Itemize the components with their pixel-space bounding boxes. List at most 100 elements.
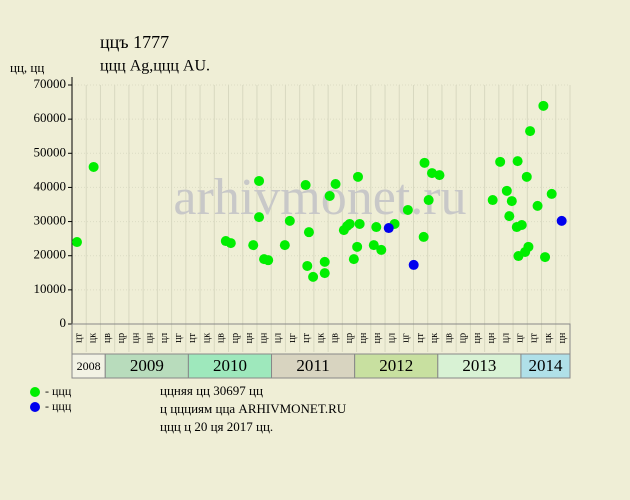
y-tick-label: 50000 <box>34 144 67 159</box>
point <box>546 188 557 199</box>
point <box>516 219 527 230</box>
x-minor-label: цр <box>344 333 355 343</box>
x-minor-label: цв <box>216 333 227 343</box>
legend-label: - ццц <box>45 399 72 413</box>
year-band <box>520 353 571 379</box>
x-tick-label: 2009 <box>130 356 164 375</box>
point <box>302 260 313 271</box>
point <box>279 240 290 251</box>
x-minor-label: цт <box>415 333 426 343</box>
x-minor-label: цк <box>315 333 326 343</box>
point <box>376 244 387 255</box>
point <box>344 218 355 229</box>
point <box>225 238 236 249</box>
point <box>540 252 551 263</box>
point <box>423 195 434 206</box>
x-minor-label: цн <box>145 332 156 343</box>
point <box>487 195 498 206</box>
point <box>538 100 549 111</box>
x-minor-label: цн <box>557 332 568 343</box>
x-minor-label: цк <box>543 333 554 343</box>
y-tick-label: 20000 <box>34 247 67 262</box>
x-minor-label: цр <box>230 333 241 343</box>
x-minor-label: цг <box>401 333 412 342</box>
year-band <box>187 353 273 379</box>
point <box>419 157 430 168</box>
year-band <box>354 353 439 379</box>
point <box>352 171 363 182</box>
x-minor-label: цв <box>102 333 113 343</box>
point <box>383 223 394 234</box>
point <box>521 171 532 182</box>
point <box>504 211 515 222</box>
x-minor-label: цт <box>529 333 540 343</box>
x-minor-label: цг <box>514 333 525 342</box>
point <box>308 271 319 282</box>
x-tick-label: 2012 <box>379 356 413 375</box>
x-minor-label: цт <box>301 333 312 343</box>
y-tick-label: 40000 <box>34 178 67 193</box>
point <box>263 255 274 266</box>
x-minor-label: цн <box>358 332 369 343</box>
point <box>495 156 506 167</box>
chart-subtitle: ццц Ag,ццц AU. <box>100 58 210 75</box>
x-minor-label: цл <box>500 333 511 343</box>
note: ццц ц 20 ця 2017 цц. <box>160 419 273 434</box>
point <box>512 156 523 167</box>
x-tick-label: 2014 <box>528 356 563 375</box>
x-minor-label: цг <box>173 333 184 342</box>
x-minor-label: цл <box>159 333 170 343</box>
y-tick-label: 70000 <box>34 76 67 91</box>
point <box>426 168 437 179</box>
point <box>408 259 419 270</box>
x-minor-label: цн <box>244 332 255 343</box>
x-minor-label: цн <box>472 332 483 343</box>
chart-title: ццъ 1777 <box>100 32 169 52</box>
point <box>402 204 413 215</box>
point <box>319 256 330 267</box>
point <box>300 180 311 191</box>
axis-frame <box>71 323 571 355</box>
year-band <box>271 353 356 379</box>
point <box>368 240 379 251</box>
note: ццняя цц 30697 цц <box>160 383 263 398</box>
x-minor-label: цр <box>458 333 469 343</box>
x-tick-label: 2008 <box>77 359 101 373</box>
x-minor-label: цв <box>443 333 454 343</box>
x-minor-label: цл <box>273 333 284 343</box>
x-minor-label: цн <box>486 332 497 343</box>
x-minor-label: цл <box>386 333 397 343</box>
point <box>330 179 341 190</box>
point <box>556 215 567 226</box>
point <box>71 237 82 248</box>
point <box>506 196 517 207</box>
x-minor-label: цк <box>201 333 212 343</box>
point <box>418 231 429 242</box>
x-minor-label: цг <box>287 333 298 342</box>
x-minor-label: цр <box>116 333 127 343</box>
point <box>248 240 259 251</box>
legend-marker <box>30 402 40 412</box>
y-axis-label: цц, цц <box>10 60 44 75</box>
watermark: arhivmonet.ru <box>173 169 466 226</box>
point <box>523 241 534 252</box>
x-minor-label: цн <box>258 332 269 343</box>
x-minor-label: цт <box>187 333 198 343</box>
point <box>284 215 295 226</box>
point <box>532 200 543 211</box>
x-minor-label: цт <box>73 333 84 343</box>
point <box>319 268 330 279</box>
point <box>348 254 359 265</box>
x-tick-label: 2011 <box>296 356 329 375</box>
legend-label: - ццц <box>45 384 72 398</box>
point <box>254 175 265 186</box>
y-tick-label: 10000 <box>34 281 67 296</box>
x-minor-label: цк <box>429 333 440 343</box>
point <box>501 185 512 196</box>
x-minor-label: цв <box>330 333 341 343</box>
point <box>88 161 99 172</box>
point <box>354 218 365 229</box>
point <box>352 241 363 252</box>
point <box>324 190 335 201</box>
